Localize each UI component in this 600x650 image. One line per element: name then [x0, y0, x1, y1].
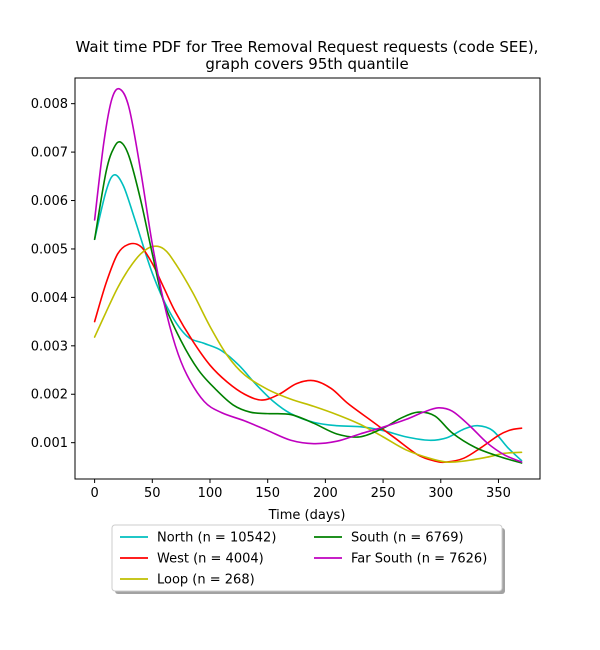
legend-item-loop: Loop (n = 268) [120, 573, 255, 588]
legend-item-far-south: Far South (n = 7626) [314, 552, 487, 567]
legend-item-south: South (n = 6769) [314, 531, 464, 546]
y-tick-label: 0.001 [31, 436, 68, 451]
legend-label: North (n = 10542) [157, 531, 276, 546]
x-axis-label: Time (days) [268, 508, 346, 523]
legend-label: West (n = 4004) [157, 552, 264, 567]
plot-area [74, 77, 541, 480]
x-tick-label: 200 [313, 486, 338, 501]
series-line-far-south [93, 87, 523, 463]
legend: North (n = 10542) West (n = 4004) Loop (n … [111, 524, 505, 594]
y-tick-label: 0.002 [31, 388, 68, 403]
legend-item-north: North (n = 10542) [120, 531, 276, 546]
y-tick-label: 0.005 [31, 242, 68, 257]
y-tick-label: 0.006 [31, 194, 68, 209]
legend-item-west: West (n = 4004) [120, 552, 264, 567]
x-tick-label: 50 [144, 486, 161, 501]
series-line-west [93, 242, 523, 464]
y-tick-label: 0.007 [31, 146, 68, 161]
x-tick-label: 100 [198, 486, 223, 501]
chart-title: Wait time PDF for Tree Removal Request r… [76, 38, 539, 56]
x-tick-label: 300 [428, 486, 453, 501]
y-axis-ticks: 0.001 0.002 0.003 0.004 0.005 0.006 0.007 0.008 [31, 97, 75, 451]
legend-label: Loop (n = 268) [157, 573, 255, 588]
series-line-north [93, 173, 523, 462]
x-tick-label: 0 [90, 486, 98, 501]
y-tick-label: 0.008 [31, 97, 68, 112]
x-tick-label: 250 [371, 486, 396, 501]
x-axis-ticks: 0 50 100 150 200 250 300 350 [90, 479, 511, 501]
series-line-loop [93, 245, 523, 464]
legend-label: Far South (n = 7626) [351, 552, 487, 567]
y-tick-label: 0.004 [31, 291, 68, 306]
legend-box [111, 524, 503, 592]
series-lines [93, 87, 523, 464]
x-tick-label: 150 [255, 486, 280, 501]
legend-label: South (n = 6769) [351, 531, 464, 546]
y-tick-label: 0.003 [31, 339, 68, 354]
chart-subtitle: graph covers 95th quantile [205, 55, 408, 73]
series-line-south [93, 141, 523, 464]
x-tick-label: 350 [486, 486, 511, 501]
